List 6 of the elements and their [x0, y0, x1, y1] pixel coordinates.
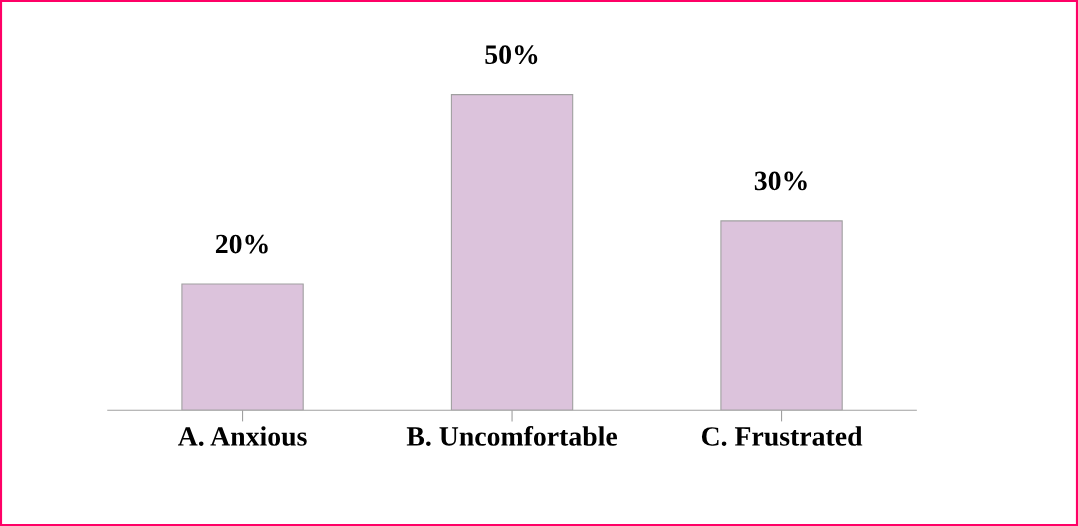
x-tick-label: C. Frustrated: [701, 426, 863, 446]
x-tick-label: B. Uncomfortable: [406, 425, 618, 446]
data-label: 20%: [215, 234, 268, 254]
data-label: 30%: [754, 171, 807, 191]
data-label: 50%: [485, 45, 538, 65]
x-tick-label: A. Anxious: [177, 426, 307, 446]
